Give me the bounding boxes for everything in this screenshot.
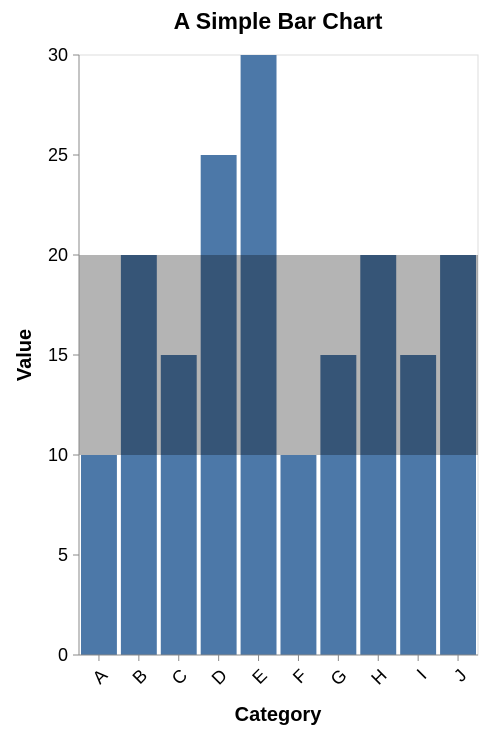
x-tick-label: E <box>248 665 271 688</box>
highlight-band <box>79 255 478 455</box>
x-tick-label: J <box>450 665 471 686</box>
x-axis-title: Category <box>235 704 323 726</box>
y-axis-title: Value <box>14 329 36 381</box>
x-tick-label: B <box>129 665 152 688</box>
chart-title: A Simple Bar Chart <box>174 8 383 34</box>
y-tick-label: 10 <box>48 445 68 465</box>
y-tick-label: 15 <box>48 345 68 365</box>
bar-a <box>80 455 117 655</box>
x-tick-label: G <box>327 665 351 689</box>
y-tick-label: 5 <box>58 545 68 565</box>
y-tick-label: 25 <box>48 145 68 165</box>
x-tick-label: I <box>413 665 431 683</box>
x-tick-label: D <box>208 665 231 688</box>
bar-f <box>280 455 317 655</box>
x-tick-label: C <box>168 665 191 688</box>
plot-area: 0 5 10 15 20 25 30 A B C D E F G H I J <box>48 45 479 689</box>
y-tick-label: 0 <box>58 645 68 665</box>
x-tick-label: A <box>89 665 112 688</box>
y-tick-label: 20 <box>48 245 68 265</box>
y-tick-label: 30 <box>48 45 68 65</box>
x-tick-label: H <box>367 665 390 688</box>
x-tick-label: F <box>289 665 311 687</box>
